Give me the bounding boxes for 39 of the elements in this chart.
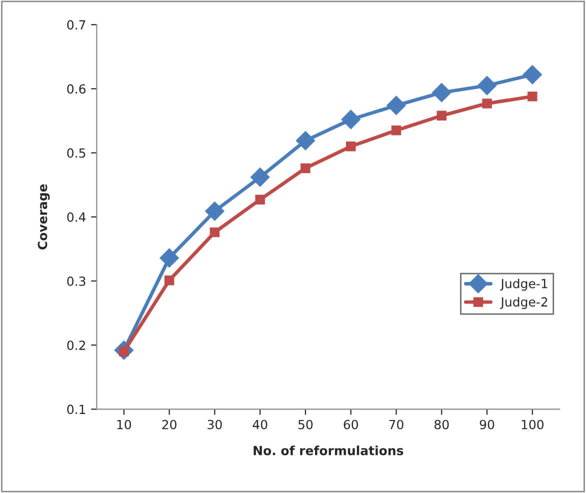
point (160, 248, 179, 268)
x-tick-label: 90 (480, 420, 494, 430)
x-tick-label: 60 (344, 420, 358, 430)
y-tick-label: 0.3 (67, 276, 86, 286)
x-tick-label: 100 (522, 420, 544, 430)
x-tick-label: 40 (252, 420, 268, 430)
point (205, 202, 224, 221)
point (300, 163, 310, 174)
point (386, 96, 406, 115)
point (528, 92, 538, 102)
y-tick-label: 0.6 (67, 84, 86, 94)
point (436, 110, 446, 121)
x-tick-label: 70 (389, 420, 404, 430)
x-tick-label: 50 (298, 420, 313, 430)
point (296, 131, 315, 150)
x-axis-title: No. of reformulations (254, 446, 404, 456)
y-tick-label: 0.2 (67, 340, 86, 350)
point (522, 65, 542, 84)
x-tick-label: 20 (162, 420, 176, 430)
y-tick-label: 0.7 (67, 20, 86, 30)
x-tick-label: 10 (117, 420, 132, 430)
point (477, 76, 497, 96)
y-axis-title: Coverage (38, 184, 50, 250)
legend-label: Judge-2 (500, 296, 548, 310)
point (391, 126, 402, 136)
legend-label: Judge-1 (500, 278, 548, 291)
y-tick-label: 0.1 (67, 404, 86, 414)
point (482, 98, 492, 108)
x-tick-label: 30 (208, 420, 222, 430)
point (255, 194, 265, 204)
y-tick-label: 0.5 (67, 148, 86, 158)
point (210, 227, 220, 238)
point (346, 142, 356, 152)
y-tick-label: 0.4 (67, 212, 86, 222)
point (164, 276, 174, 286)
point (432, 83, 452, 102)
point (250, 168, 270, 187)
point (341, 110, 360, 130)
x-tick-label: 80 (434, 420, 449, 430)
